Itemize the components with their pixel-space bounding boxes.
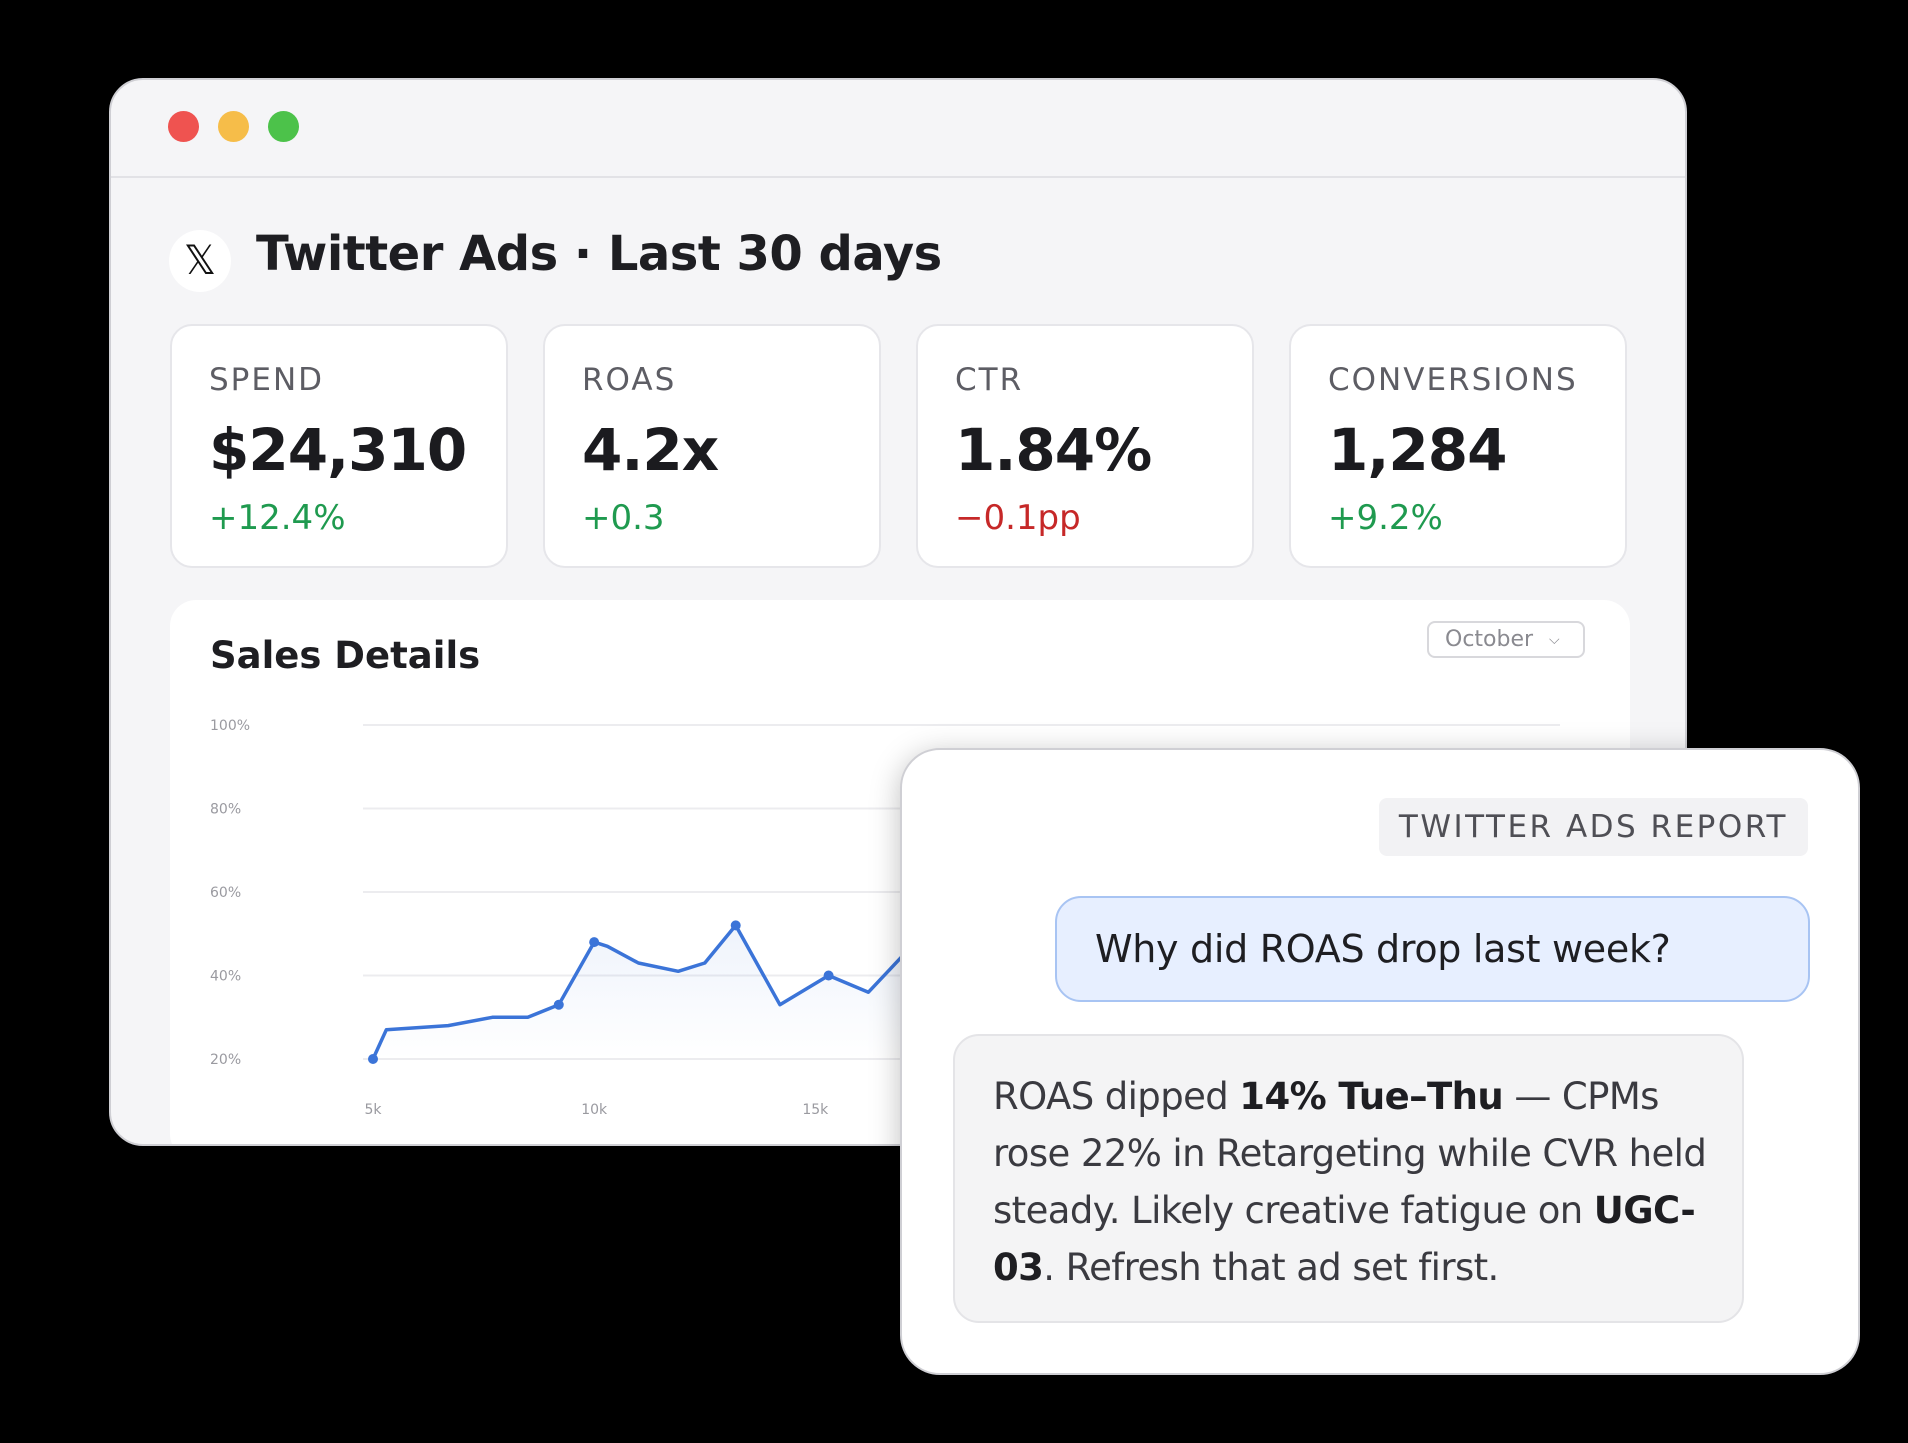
y-tick-label: 100% <box>210 718 250 734</box>
kpi-value: $24,310 <box>209 416 467 484</box>
data-point <box>553 999 564 1010</box>
sales-details-title: Sales Details <box>210 634 481 677</box>
minimize-window-button[interactable] <box>218 111 249 142</box>
chevron-down-icon: ⌵ <box>1549 631 1560 648</box>
answer-highlight: UGC-03 <box>993 1189 1696 1289</box>
y-tick-label: 60% <box>210 885 241 901</box>
x-tick-label: 5k <box>364 1102 382 1118</box>
kpi-card-conversions: CONVERSIONS 1,284 +9.2% <box>1289 324 1627 568</box>
y-tick-label: 80% <box>210 802 241 818</box>
kpi-label: ROAS <box>582 362 677 398</box>
kpi-delta: +12.4% <box>209 498 346 538</box>
kpi-value: 4.2x <box>582 416 719 484</box>
answer-text: . Refresh that ad set first. <box>1043 1246 1499 1289</box>
data-point <box>589 937 600 948</box>
answer-text: — CPMs rose 22% in Retargeting while CVR… <box>993 1075 1707 1232</box>
kpi-value: 1,284 <box>1328 416 1507 484</box>
close-window-button[interactable] <box>168 111 199 142</box>
x-logo-icon: 𝕏 <box>169 230 231 292</box>
kpi-label: SPEND <box>209 362 325 398</box>
report-chat-panel: TWITTER ADS REPORT Why did ROAS drop las… <box>900 748 1860 1375</box>
user-question-bubble: Why did ROAS drop last week? <box>1055 896 1810 1002</box>
page-title: Twitter Ads · Last 30 days <box>256 226 942 282</box>
data-point <box>823 970 834 981</box>
kpi-delta: +0.3 <box>582 498 665 538</box>
x-tick-label: 15k <box>802 1102 829 1118</box>
kpi-card-roas: ROAS 4.2x +0.3 <box>543 324 881 568</box>
kpi-value: 1.84% <box>955 416 1152 484</box>
window-titlebar <box>111 80 1685 178</box>
y-tick-label: 40% <box>210 969 241 985</box>
y-tick-label: 20% <box>210 1052 241 1068</box>
report-badge: TWITTER ADS REPORT <box>1378 798 1808 856</box>
kpi-label: CTR <box>955 362 1024 398</box>
kpi-label: CONVERSIONS <box>1328 362 1578 398</box>
x-tick-label: 10k <box>581 1102 608 1118</box>
kpi-card-ctr: CTR 1.84% −0.1pp <box>916 324 1254 568</box>
maximize-window-button[interactable] <box>268 111 299 142</box>
month-dropdown-value: October <box>1445 627 1534 652</box>
month-dropdown[interactable]: October ⌵ <box>1427 621 1585 658</box>
kpi-card-spend: SPEND $24,310 +12.4% <box>170 324 508 568</box>
kpi-delta: −0.1pp <box>955 498 1081 538</box>
data-point <box>368 1054 378 1064</box>
kpi-delta: +9.2% <box>1328 498 1443 538</box>
answer-text: ROAS dipped <box>993 1075 1240 1118</box>
data-point <box>730 920 741 931</box>
answer-highlight: 14% Tue–Thu <box>1239 1075 1504 1118</box>
ai-answer-bubble: ROAS dipped 14% Tue–Thu — CPMs rose 22% … <box>953 1034 1744 1323</box>
